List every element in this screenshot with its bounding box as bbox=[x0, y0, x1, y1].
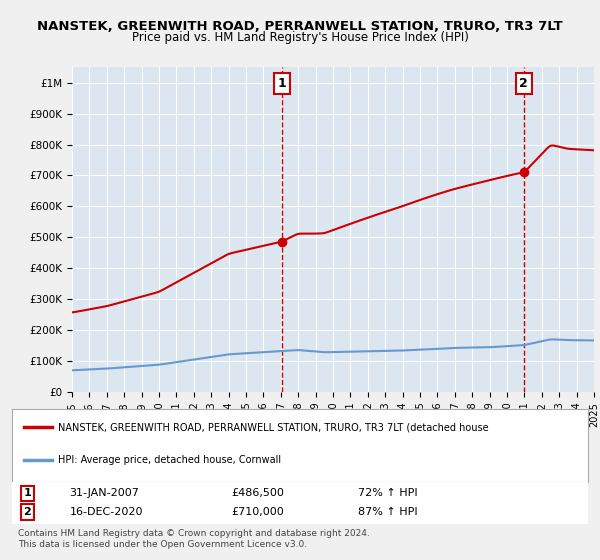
Text: 31-JAN-2007: 31-JAN-2007 bbox=[70, 488, 139, 498]
Text: 2: 2 bbox=[23, 507, 31, 517]
Text: 2: 2 bbox=[520, 77, 528, 90]
Text: £710,000: £710,000 bbox=[231, 507, 284, 517]
Text: 1: 1 bbox=[23, 488, 31, 498]
Text: 16-DEC-2020: 16-DEC-2020 bbox=[70, 507, 143, 517]
Text: £486,500: £486,500 bbox=[231, 488, 284, 498]
Text: 87% ↑ HPI: 87% ↑ HPI bbox=[358, 507, 417, 517]
Text: Price paid vs. HM Land Registry's House Price Index (HPI): Price paid vs. HM Land Registry's House … bbox=[131, 31, 469, 44]
Text: Contains HM Land Registry data © Crown copyright and database right 2024.
This d: Contains HM Land Registry data © Crown c… bbox=[18, 529, 370, 549]
Text: NANSTEK, GREENWITH ROAD, PERRANWELL STATION, TRURO, TR3 7LT: NANSTEK, GREENWITH ROAD, PERRANWELL STAT… bbox=[37, 20, 563, 32]
Text: NANSTEK, GREENWITH ROAD, PERRANWELL STATION, TRURO, TR3 7LT (detached house: NANSTEK, GREENWITH ROAD, PERRANWELL STAT… bbox=[58, 422, 489, 432]
Text: HPI: Average price, detached house, Cornwall: HPI: Average price, detached house, Corn… bbox=[58, 455, 281, 465]
Text: 72% ↑ HPI: 72% ↑ HPI bbox=[358, 488, 417, 498]
Text: 1: 1 bbox=[278, 77, 287, 90]
